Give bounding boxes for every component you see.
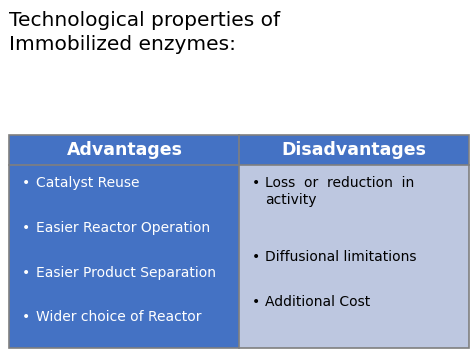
Text: •: • — [22, 266, 30, 279]
Text: Advantages: Advantages — [66, 141, 182, 159]
Text: •: • — [22, 310, 30, 324]
Text: Catalyst Reuse: Catalyst Reuse — [36, 176, 139, 190]
Text: Technological properties of
Immobilized enzymes:: Technological properties of Immobilized … — [9, 11, 281, 54]
Text: Easier Reactor Operation: Easier Reactor Operation — [36, 221, 210, 235]
Text: Easier Product Separation: Easier Product Separation — [36, 266, 216, 279]
Bar — [9, 135, 469, 348]
Text: Disadvantages: Disadvantages — [282, 141, 427, 159]
Bar — [9, 135, 239, 165]
Bar — [239, 165, 469, 348]
Text: •: • — [252, 250, 260, 264]
Text: •: • — [22, 221, 30, 235]
Text: •: • — [22, 176, 30, 190]
Bar — [239, 135, 469, 165]
Bar — [9, 165, 239, 348]
Text: Loss  or  reduction  in
activity: Loss or reduction in activity — [265, 176, 415, 207]
Text: •: • — [252, 295, 260, 308]
Text: Wider choice of Reactor: Wider choice of Reactor — [36, 310, 201, 324]
Text: Additional Cost: Additional Cost — [265, 295, 371, 308]
Text: •: • — [252, 176, 260, 190]
Text: Diffusional limitations: Diffusional limitations — [265, 250, 417, 264]
